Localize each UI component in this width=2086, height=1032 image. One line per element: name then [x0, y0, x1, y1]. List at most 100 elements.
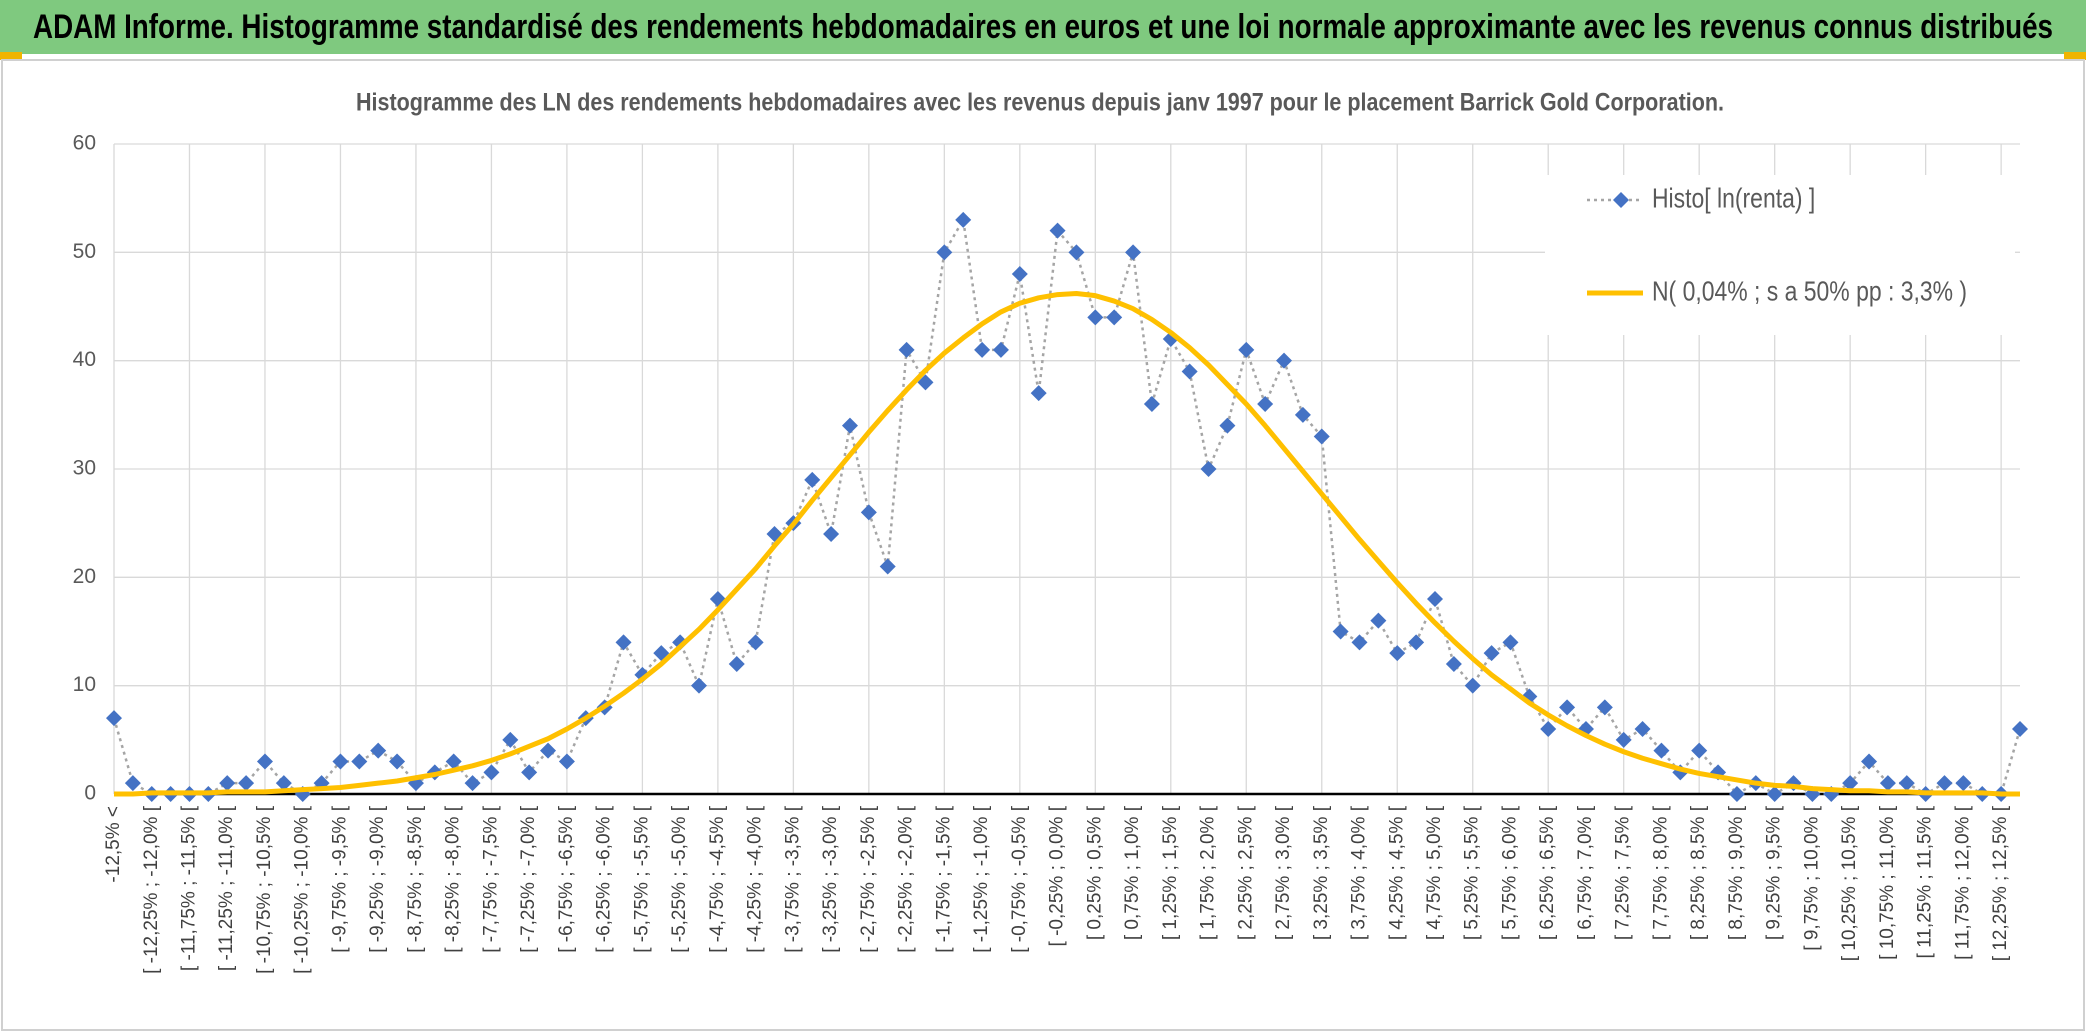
marker [615, 634, 632, 651]
marker [1445, 656, 1462, 672]
x-tick-label: [ 1,25% ; 1,5% [ [1160, 805, 1181, 940]
x-tick-label: [ -11,75% ; -11,5% [ [179, 805, 200, 971]
y-tick-label: 10 [73, 673, 96, 696]
x-tick-label: [ -1,25% ; -1,0% [ [971, 805, 992, 953]
marker [124, 775, 141, 792]
marker [1351, 634, 1368, 651]
marker [1634, 721, 1651, 737]
marker [917, 374, 934, 391]
y-tick-label: 20 [73, 565, 96, 588]
marker [1879, 775, 1896, 792]
y-tick-label: 0 [84, 782, 96, 805]
marker [898, 341, 915, 358]
marker [1936, 775, 1953, 792]
marker [1464, 677, 1481, 694]
x-tick-label: [ 6,25% ; 6,5% [ [1537, 805, 1558, 940]
marker [1106, 309, 1123, 326]
marker [1276, 352, 1293, 369]
marker [1370, 612, 1387, 629]
x-tick-label: [ 11,25% ; 11,5% [ [1915, 805, 1936, 958]
x-tick-label: [ 10,25% ; 10,5% [ [1839, 805, 1860, 961]
x-tick-label: [ 7,75% ; 8,0% [ [1650, 805, 1671, 940]
marker [1728, 786, 1745, 802]
x-tick-label: [ 10,75% ; 11,0% [ [1877, 805, 1898, 960]
x-tick-label: [ 5,25% ; 5,5% [ [1462, 805, 1483, 940]
marker [1898, 775, 1915, 792]
marker [1332, 623, 1349, 640]
x-tick-label: [ -0,25% ; 0,0% [ [1047, 805, 1068, 946]
marker [1596, 699, 1613, 716]
marker [389, 753, 406, 770]
marker [464, 775, 481, 792]
marker [1389, 645, 1406, 662]
corner-right [2064, 52, 2086, 60]
marker [1257, 396, 1274, 412]
x-tick-label: [ -8,75% ; -8,5% [ [405, 805, 426, 953]
marker [351, 753, 368, 770]
y-tick-label: 30 [73, 457, 96, 480]
header-bar [0, 0, 2086, 54]
marker [1408, 634, 1425, 651]
x-tick-label: [ 4,75% ; 5,0% [ [1424, 805, 1445, 940]
normal-curve [114, 291, 2020, 797]
marker [1559, 699, 1576, 716]
x-tick-label: [ -11,25% ; -11,0% [ [216, 805, 237, 971]
marker [1861, 753, 1878, 770]
marker [1143, 396, 1160, 412]
marker [1068, 244, 1085, 261]
marker [728, 656, 745, 672]
marker [502, 731, 519, 748]
marker [1313, 428, 1330, 445]
marker [1219, 417, 1236, 434]
marker [1483, 645, 1500, 662]
marker [219, 775, 236, 792]
x-tick-label: [ 12,25% ; 12,5% [ [1990, 805, 2011, 961]
x-tick-label: [ -3,75% ; -3,5% [ [782, 805, 803, 953]
marker [747, 634, 764, 651]
x-tick-label: [ 8,75% ; 9,0% [ [1726, 805, 1747, 940]
marker [256, 753, 273, 770]
x-tick-label: [ -9,25% ; -9,0% [ [367, 805, 388, 953]
x-tick-label: [ -12,25% ; -12,0% [ [141, 805, 162, 974]
y-tick-label: 40 [73, 348, 96, 371]
marker [2012, 721, 2028, 737]
header-title: ADAM Informe. Histogramme standardisé de… [33, 8, 2053, 46]
x-tick-label: [ 3,75% ; 4,0% [ [1349, 805, 1370, 940]
legend-label: N( 0,04% ; s a 50% pp : 3,3% ) [1652, 276, 1967, 307]
x-tick-label: [ -6,25% ; -6,0% [ [594, 805, 615, 953]
marker [955, 211, 972, 228]
marker [1294, 406, 1311, 423]
x-tick-label: [ 4,25% ; 4,5% [ [1386, 805, 1407, 940]
marker [1087, 309, 1104, 326]
marker [1653, 742, 1670, 759]
marker [691, 677, 708, 694]
x-tick-label: [ -5,25% ; -5,0% [ [669, 805, 690, 953]
marker [860, 504, 877, 521]
marker [1125, 244, 1142, 261]
x-tick-label: [ 9,25% ; 9,5% [ [1764, 805, 1785, 940]
x-tick-label: [ -9,75% ; -9,5% [ [329, 805, 350, 953]
marker [936, 244, 953, 261]
marker [1955, 775, 1972, 792]
legend-label: Histo[ ln(renta) ] [1652, 183, 1815, 214]
x-tick-label: [ -4,75% ; -4,5% [ [707, 805, 728, 953]
x-tick-label: [ -5,75% ; -5,5% [ [631, 805, 652, 953]
marker [1540, 721, 1557, 737]
marker [238, 775, 255, 792]
marker [1691, 742, 1708, 759]
marker [1030, 385, 1047, 402]
x-tick-label: [ 5,75% ; 6,0% [ [1499, 805, 1520, 940]
legend-marker [1613, 192, 1629, 208]
marker [106, 710, 122, 727]
chart-title: Histogramme des LN des rendements hebdom… [356, 89, 1724, 117]
x-tick-label: [ -8,25% ; -8,0% [ [443, 805, 464, 953]
x-tick-label: [ 8,25% ; 8,5% [ [1688, 805, 1709, 940]
x-tick-label: [ 2,75% ; 3,0% [ [1273, 805, 1294, 940]
x-tick-label: [ -6,75% ; -6,5% [ [556, 805, 577, 953]
x-tick-label: [ -2,25% ; -2,0% [ [896, 805, 917, 953]
marker [370, 742, 387, 759]
marker [974, 341, 991, 358]
marker [445, 753, 462, 770]
x-tick-label: [ 1,75% ; 2,0% [ [1198, 805, 1219, 940]
